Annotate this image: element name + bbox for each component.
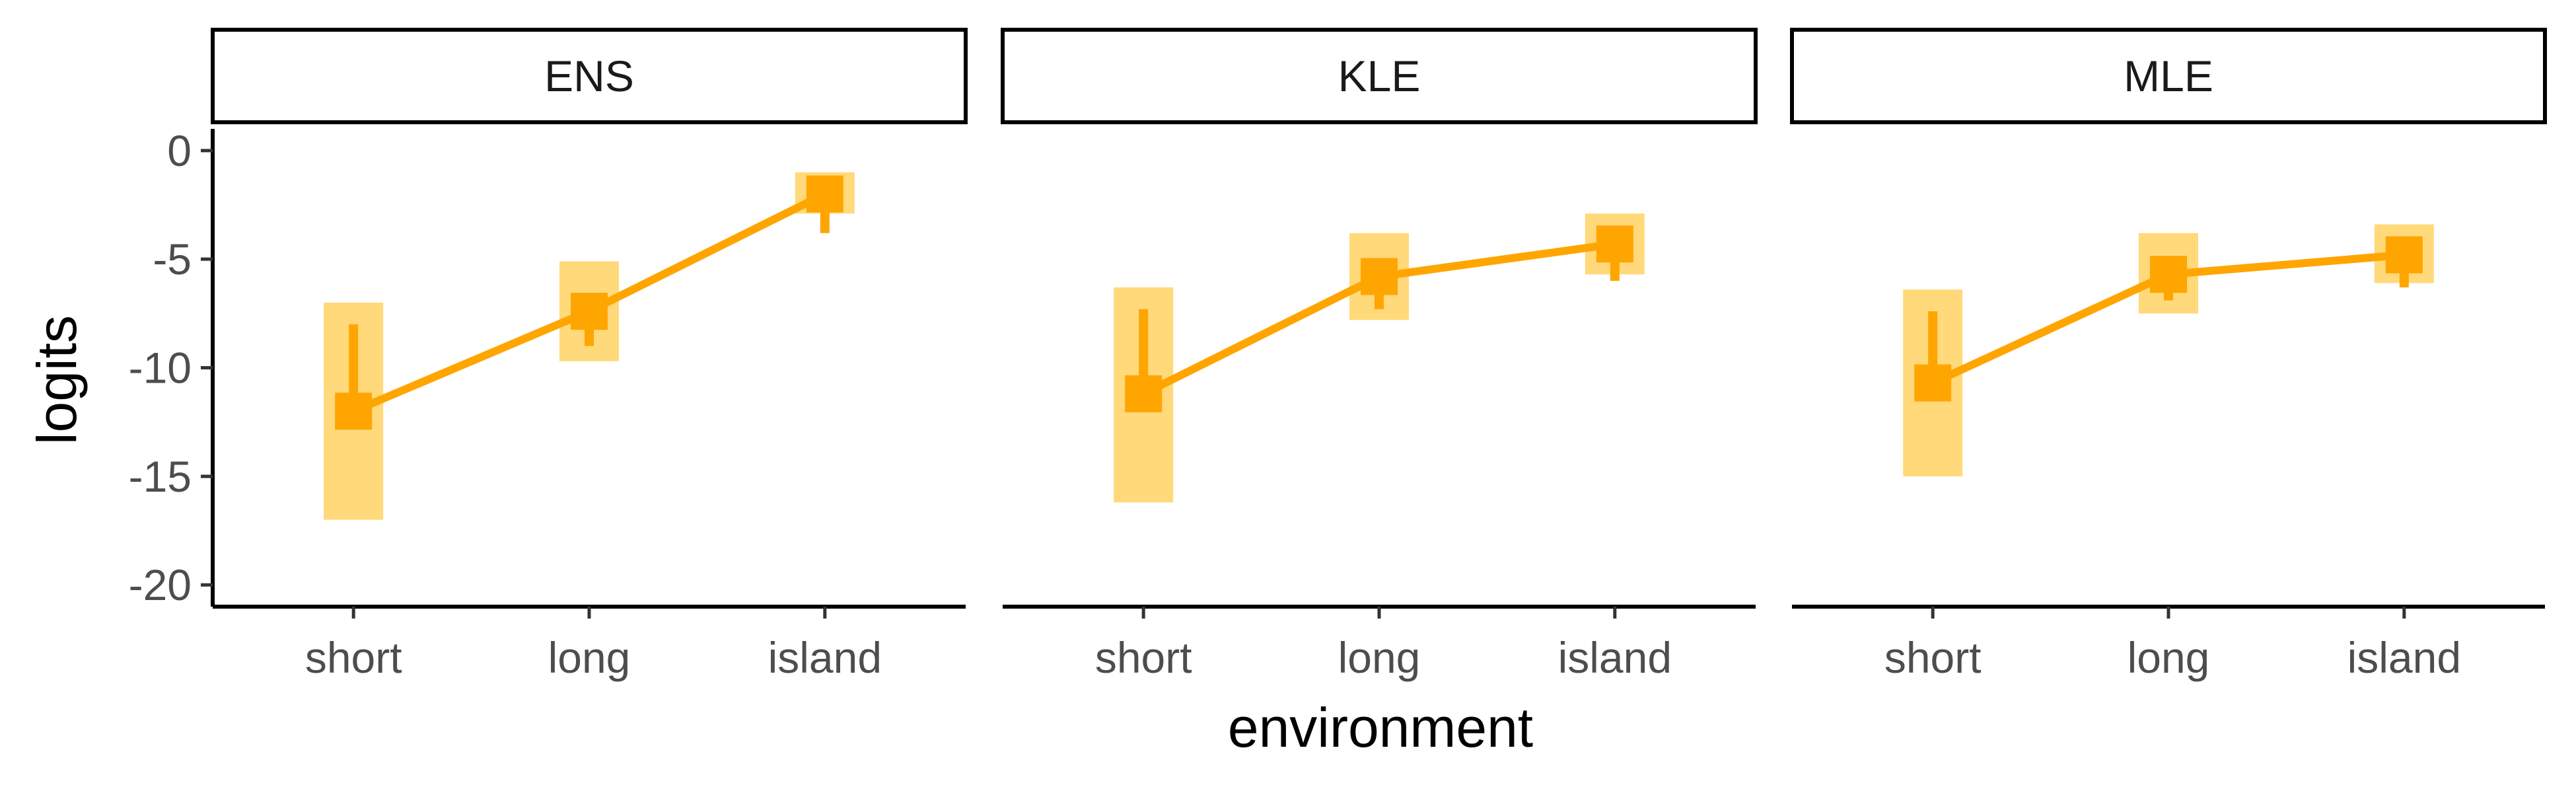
data-point <box>1914 364 1952 402</box>
facet-strip <box>1790 28 2547 124</box>
x-tick-label: long <box>548 633 631 682</box>
data-point <box>571 293 608 330</box>
x-tick-label: island <box>768 633 882 682</box>
data-point <box>1125 375 1163 412</box>
y-axis: 0 -5 -10 -15 -20 <box>129 126 215 609</box>
facet-title: MLE <box>2124 52 2213 100</box>
interval-whisker <box>1139 309 1149 394</box>
data-point <box>806 175 843 213</box>
facet-panel-ens: ENS short long island <box>211 28 968 682</box>
data-point <box>1361 258 1398 295</box>
x-axis-title: environment <box>1228 697 1533 759</box>
data-point <box>2150 256 2187 293</box>
facet-title: ENS <box>544 52 634 100</box>
data-point <box>1596 225 1633 263</box>
facet-panels: ENS short long island KLE short long island MLE s… <box>211 28 2547 682</box>
y-axis-title: logits <box>26 315 88 445</box>
data-point <box>335 393 373 430</box>
facet-panel-kle: KLE short long island <box>1001 28 1758 682</box>
y-tick-label: -15 <box>129 452 192 501</box>
y-tick-label: 0 <box>167 126 192 175</box>
facet-panel-mle: MLE short long island <box>1790 28 2547 682</box>
x-tick-label: long <box>2128 633 2210 682</box>
facet-strip <box>1001 28 1758 124</box>
x-tick-label: short <box>1884 633 1982 682</box>
interval-whisker <box>349 324 359 412</box>
facet-strip <box>211 28 968 124</box>
facet-title: KLE <box>1338 52 1421 100</box>
y-tick-label: -5 <box>153 235 192 283</box>
x-tick-label: island <box>1558 633 1672 682</box>
x-tick-label: short <box>1095 633 1192 682</box>
data-point <box>2385 236 2423 274</box>
x-tick-label: long <box>1338 633 1421 682</box>
y-tick-label: -20 <box>129 560 192 609</box>
x-tick-label: short <box>305 633 402 682</box>
x-tick-label: island <box>2347 633 2461 682</box>
y-tick-label: -10 <box>129 344 192 393</box>
